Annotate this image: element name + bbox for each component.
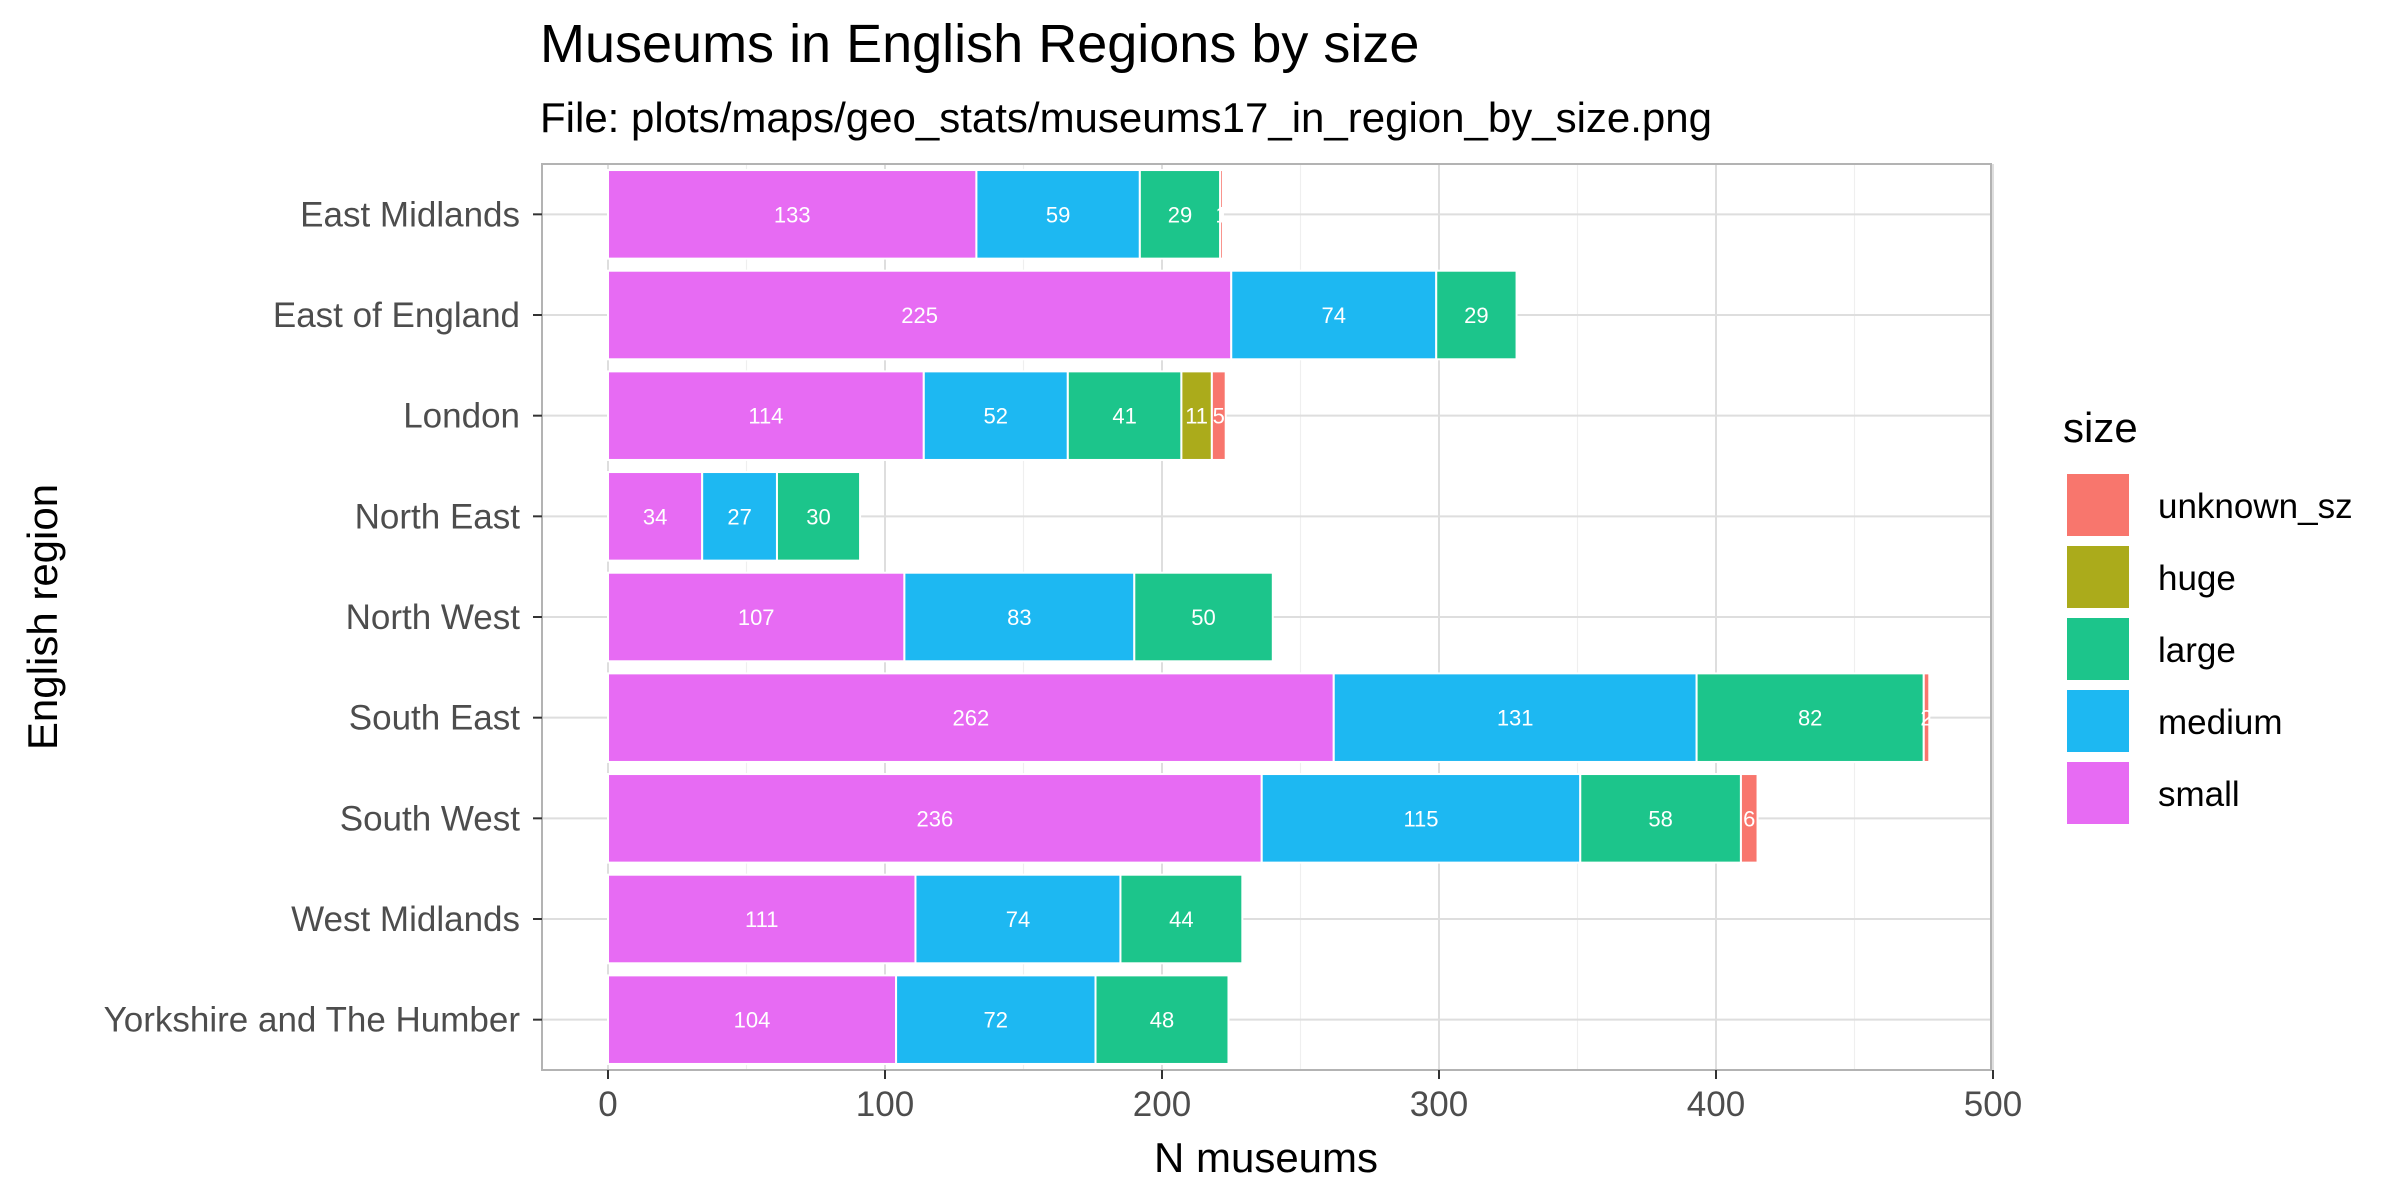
bar-value-label: 59 [1046,202,1070,227]
x-tick-label: 300 [1410,1085,1468,1124]
y-tick-label: East Midlands [300,195,520,234]
bar-value-label: 44 [1169,907,1193,932]
bar-segment-large [1138,169,1222,260]
bar-value-label: 52 [984,404,1008,429]
chart-title: Museums in English Regions by size [540,14,1419,74]
bar-value-label: 27 [727,504,751,529]
bar-segment-medium [903,571,1136,663]
bar-value-label: 133 [774,202,811,227]
y-tick-label: North West [346,598,521,637]
x-tick-label: 100 [856,1085,914,1124]
y-tick-label: East of England [273,296,520,335]
bar-segment-unknown_sz [1922,672,1931,763]
x-tick-label: 0 [598,1085,617,1124]
bar-segment-large [1133,571,1274,663]
bar-value-label: 107 [738,605,775,630]
bar-segment-small [607,269,1233,361]
y-axis-title: English region [19,484,66,750]
bar-segment-small [607,873,917,965]
bar-segment-medium [922,370,1069,461]
y-tick-label: London [403,397,520,436]
bar-value-label: 82 [1798,706,1822,731]
bar-value-label: 48 [1150,1008,1174,1033]
bar-value-label: 131 [1497,706,1534,731]
bar-value-label: 104 [734,1008,771,1033]
bar-segment-medium [1332,672,1698,763]
legend-label-huge: huge [2158,559,2236,598]
x-tick-label: 500 [1964,1085,2022,1124]
bar-value-label: 114 [748,404,783,429]
bar-value-label: 74 [1006,907,1030,932]
bars [607,169,1931,1065]
bar-value-label: 11 [1185,404,1208,429]
y-axis-ticks: East Midlands East of England London North … [104,195,542,1040]
bar-value-label: 1 [1215,202,1227,227]
x-tick-label: 200 [1133,1085,1191,1124]
bar-segment-large [1119,873,1244,965]
y-tick-label: West Midlands [291,900,520,939]
bar-value-label: 111 [745,907,778,932]
bar-segment-unknown_sz [1219,169,1224,260]
bar-segment-large [1579,773,1742,864]
bar-value-label: 83 [1007,605,1031,630]
legend-key-medium [2067,690,2129,752]
bar-value-label: 6 [1743,806,1755,831]
bar-value-label: 115 [1403,806,1438,831]
bar-value-label: 29 [1464,303,1488,328]
y-tick-label: South West [340,799,521,838]
bar-segment-small [607,370,925,461]
bar-value-label: 58 [1648,806,1672,831]
legend-label-unknown_sz: unknown_sz [2158,487,2353,526]
legend-label-medium: medium [2158,703,2282,742]
legend-key-unknown_sz [2067,474,2129,536]
bar-value-label: 236 [917,806,954,831]
bar-segment-small [607,672,1335,763]
x-axis-ticks: 0 100 200 300 400 500 [598,1070,2022,1124]
bar-segment-large [775,471,862,562]
bar-segment-medium [895,974,1097,1065]
bar-value-label: 34 [643,504,667,529]
legend-label-small: small [2158,775,2240,814]
bar-segment-small [607,471,704,562]
bar-segment-large [1094,974,1230,1065]
bar-value-label: 50 [1191,605,1215,630]
bar-segment-medium [1260,773,1582,864]
bar-value-label: 74 [1321,303,1345,328]
bar-segment-small [607,169,978,260]
chart-subtitle: File: plots/maps/geo_stats/museums17_in_… [540,94,1712,141]
y-tick-label: South East [349,699,520,738]
bar-value-label: 262 [953,706,990,731]
bar-value-label: 30 [806,504,830,529]
legend-label-large: large [2158,631,2236,670]
bar-value-label: 2 [1920,706,1932,731]
x-tick-label: 400 [1687,1085,1745,1124]
y-tick-label: North East [355,497,521,536]
y-tick-label: Yorkshire and The Humber [104,1001,521,1040]
bar-segment-large [1435,269,1518,361]
bar-segment-medium [1230,269,1438,361]
legend-key-large [2067,618,2129,680]
bar-value-label: 29 [1168,202,1192,227]
bar-segment-unknown_sz [1210,370,1227,461]
bar-value-label: 225 [901,303,938,328]
bar-segment-large [1066,370,1183,461]
bar-segment-medium [975,169,1141,260]
bar-segment-unknown_sz [1739,773,1759,864]
x-axis-title: N museums [1154,1134,1378,1181]
bar-value-label: 72 [984,1008,1008,1033]
bar-segment-medium [701,471,778,562]
bar-value-label: 41 [1112,404,1136,429]
bar-segment-small [607,773,1263,864]
legend-key-small [2067,762,2129,824]
legend-key-huge [2067,546,2129,608]
bar-segment-large [1695,672,1925,763]
bar-segment-small [607,571,906,663]
legend-title: size [2063,404,2138,451]
bar-value-label: 5 [1213,404,1225,429]
bar-segment-small [607,974,898,1065]
